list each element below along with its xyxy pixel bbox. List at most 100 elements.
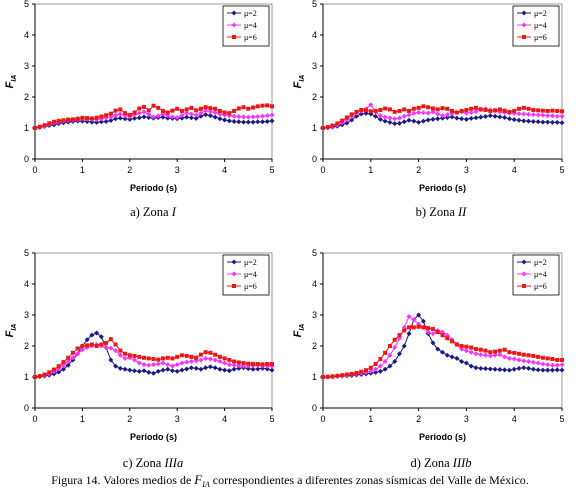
chart-zona-ii: 0 1 2 3 4 5 0 1 2 3 4 5 Periodo (s) FIA μ=2 μ=4 μ=6 [292,0,565,193]
legend-marker [522,284,526,288]
x-tick-label: 4 [222,165,227,175]
data-point [122,355,128,361]
data-point [540,119,546,125]
data-point [56,369,62,375]
data-point [550,357,555,362]
data-point [89,116,94,121]
data-point [559,367,565,373]
data-point [516,106,521,111]
y-tick-label: 1 [24,372,29,382]
data-point [241,119,247,125]
data-point [141,109,147,115]
legend-label: μ=2 [534,258,547,267]
data-point [141,362,147,368]
data-point [473,109,479,115]
data-point [540,361,546,367]
data-point [487,353,493,359]
legend-label: μ=2 [534,9,547,18]
data-point [463,348,469,354]
x-tick-label: 4 [512,414,517,424]
data-point [198,357,204,363]
data-point [188,365,194,371]
data-point [473,347,478,352]
data-point [469,345,474,350]
data-point [373,108,378,113]
data-point [521,352,526,357]
data-point [468,363,474,369]
data-point [373,369,379,375]
data-point [155,368,161,374]
data-point [227,111,232,116]
data-point [526,359,532,364]
data-point [151,370,156,376]
x-tick-label: 1 [80,165,85,175]
data-point [170,108,175,113]
data-point [488,108,493,113]
data-point [80,115,85,120]
data-point [321,126,325,130]
data-point [170,356,175,361]
data-point [549,119,555,125]
data-point [430,109,436,115]
data-point [141,114,147,120]
data-point [521,111,527,117]
data-point [344,115,349,120]
data-point [416,105,421,110]
data-point [94,119,100,125]
data-point [108,114,114,120]
data-point [401,113,407,119]
data-point [407,325,412,330]
data-point [435,116,441,122]
data-point [559,113,565,119]
data-point [198,352,203,357]
y-tick-label: 5 [24,0,29,9]
data-point [406,117,412,123]
data-point [554,113,560,119]
y-axis-label: FIA [292,75,306,89]
data-point [94,115,99,120]
data-point [270,361,274,366]
data-point [264,366,270,372]
data-point [222,110,227,115]
data-point [222,367,228,373]
subtitle-b: b) Zona II [416,205,468,219]
data-point [184,110,190,116]
data-point [478,347,483,352]
data-point [531,108,536,113]
data-point [483,114,489,120]
chart-zona-iiia: 0 1 2 3 4 5 0 1 2 3 4 5 Periodo (s) FIA μ=2 μ=4 μ=6 [4,248,275,442]
data-point [245,119,251,125]
y-tick-label: 2 [24,341,29,351]
data-point [113,342,118,347]
data-point [207,356,213,362]
data-point [51,119,56,124]
data-point [146,114,152,120]
data-point [530,112,536,118]
data-point [516,365,522,371]
data-point [222,360,228,366]
data-point [545,113,551,119]
data-point [368,109,373,114]
data-point [160,360,166,366]
data-point [208,106,213,111]
data-point [555,357,560,362]
data-point [502,367,508,373]
legend-marker [232,35,236,39]
data-point [507,109,512,114]
legend-label: μ=4 [534,270,547,279]
data-point [222,356,227,361]
data-point [487,366,493,372]
data-point [60,363,66,369]
data-point [108,118,114,124]
data-point [421,104,426,109]
data-point [70,350,75,355]
data-point [179,115,185,121]
data-point [549,367,555,373]
data-point [137,354,142,359]
data-point [396,115,402,121]
data-point [493,349,498,354]
data-point [382,366,388,372]
data-point [445,106,450,111]
x-tick-label: 2 [127,165,132,175]
y-axis-label: FIA [4,75,18,89]
